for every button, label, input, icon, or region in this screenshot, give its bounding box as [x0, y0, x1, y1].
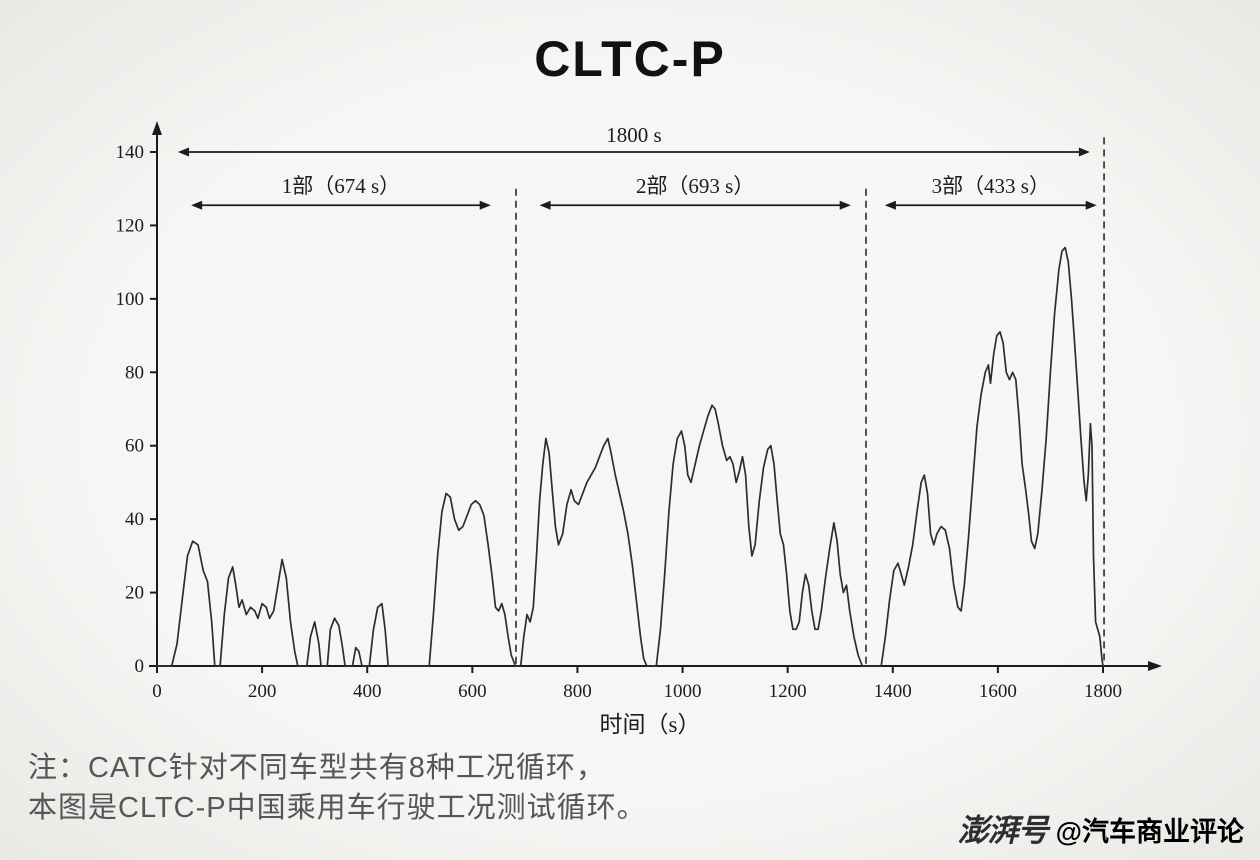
y-tick-label: 100: [116, 289, 145, 310]
arrowhead-left-icon: [539, 200, 551, 210]
y-tick-label: 80: [125, 362, 144, 383]
y-axis-arrowhead-icon: [152, 121, 162, 135]
arrowhead-left-icon: [884, 200, 896, 210]
arrowhead-left-icon: [178, 147, 190, 157]
footnote-line-1: 注：CATC针对不同车型共有8种工况循环，: [28, 752, 606, 784]
x-tick-label: 1400: [874, 681, 912, 702]
footnote: 注：CATC针对不同车型共有8种工况循环， 本图是CLTC-P中国乘用车行驶工况…: [28, 748, 647, 828]
watermark: 澎湃号 @汽车商业评论: [958, 805, 1244, 850]
arrowhead-right-icon: [479, 200, 491, 210]
x-tick-label: 0: [152, 681, 162, 702]
x-tick-label: 1200: [769, 681, 807, 702]
chart-title: CLTC-P: [534, 31, 726, 87]
x-tick-label: 400: [353, 681, 382, 702]
arrowhead-left-icon: [191, 200, 203, 210]
x-tick-label: 800: [563, 681, 592, 702]
x-axis-title: 时间（s）: [600, 712, 701, 737]
x-tick-label: 1000: [664, 681, 702, 702]
total-duration-label: 1800 s: [606, 123, 661, 147]
watermark-account: @汽车商业评论: [1055, 817, 1244, 847]
y-tick-label: 0: [135, 656, 145, 677]
x-tick-label: 1600: [979, 681, 1017, 702]
arrowhead-right-icon: [839, 200, 851, 210]
arrowhead-right-icon: [1085, 200, 1097, 210]
phase-label: 3部（433 s）: [932, 174, 1050, 198]
footnote-line-2: 本图是CLTC-P中国乘用车行驶工况测试循环。: [28, 792, 647, 824]
x-axis-arrowhead-icon: [1148, 661, 1162, 671]
phase-label: 2部（693 s）: [636, 174, 754, 198]
phase-annotation: 2部（693 s）: [539, 174, 851, 210]
y-tick-label: 60: [125, 436, 144, 457]
phase-annotation: 3部（433 s）: [884, 174, 1097, 210]
phase-annotation: 1部（674 s）: [191, 174, 491, 210]
x-tick-label: 1800: [1084, 681, 1122, 702]
x-tick-label: 600: [458, 681, 487, 702]
speed-trace: [156, 246, 1104, 667]
y-tick-label: 120: [116, 215, 145, 236]
y-tick-label: 140: [116, 142, 145, 163]
y-tick-label: 40: [125, 509, 144, 530]
x-tick-label: 200: [248, 681, 277, 702]
total-duration-annotation: 1800 s: [178, 123, 1090, 157]
y-tick-label: 20: [125, 583, 144, 604]
arrowhead-right-icon: [1078, 147, 1090, 157]
watermark-brand-logo: 澎湃号: [957, 813, 1049, 848]
phase-label: 1部（674 s）: [282, 174, 400, 198]
